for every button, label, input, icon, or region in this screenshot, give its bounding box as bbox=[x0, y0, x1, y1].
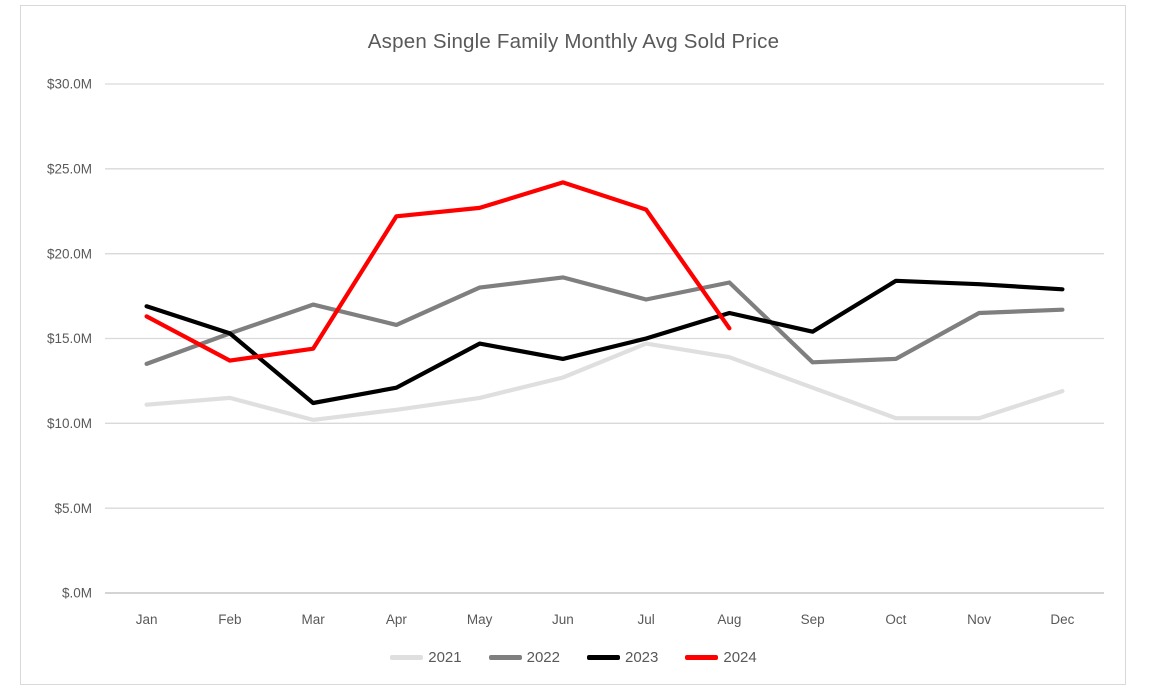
x-tick-label: Jun bbox=[552, 612, 574, 627]
x-tick-label: May bbox=[467, 612, 493, 627]
legend-label-2022: 2022 bbox=[526, 649, 560, 666]
chart-border bbox=[20, 5, 1126, 685]
legend-label-2024: 2024 bbox=[723, 649, 757, 666]
y-tick-label: $.0M bbox=[62, 586, 92, 601]
legend-swatch-2021 bbox=[390, 655, 424, 660]
y-tick-label: $10.0M bbox=[47, 416, 92, 431]
x-tick-label: Mar bbox=[301, 612, 325, 627]
legend-label-2021: 2021 bbox=[428, 649, 462, 666]
chart-title: Aspen Single Family Monthly Avg Sold Pri… bbox=[367, 30, 780, 53]
legend-swatch-2022 bbox=[488, 655, 522, 660]
x-tick-label: Aug bbox=[717, 612, 741, 627]
legend-swatch-2023 bbox=[587, 655, 620, 660]
x-tick-label: Feb bbox=[218, 612, 241, 627]
y-tick-label: $20.0M bbox=[47, 246, 92, 261]
y-tick-label: $5.0M bbox=[54, 501, 92, 516]
legend-item-2021: 2021 bbox=[390, 649, 462, 666]
x-tick-label: Apr bbox=[386, 612, 408, 627]
legend-item-2022: 2022 bbox=[488, 649, 560, 666]
x-tick-label: Jan bbox=[136, 612, 158, 627]
series-line-2021 bbox=[144, 341, 1065, 422]
x-tick-label: Sep bbox=[801, 612, 825, 627]
legend-item-2024: 2024 bbox=[685, 649, 757, 666]
x-tick-label: Dec bbox=[1050, 612, 1074, 627]
legend-item-2023: 2023 bbox=[587, 649, 658, 666]
series-line-2023 bbox=[144, 278, 1065, 406]
y-tick-label: $25.0M bbox=[47, 162, 92, 177]
y-tick-label: $30.0M bbox=[47, 77, 92, 92]
series-line-2022 bbox=[144, 275, 1065, 366]
legend-swatch-2024 bbox=[685, 655, 719, 660]
y-tick-label: $15.0M bbox=[47, 331, 92, 346]
x-tick-label: Nov bbox=[967, 612, 991, 627]
legend-label-2023: 2023 bbox=[625, 649, 659, 666]
chart-legend: 2021 2022 2023 2024 bbox=[20, 649, 1127, 666]
series-line-2024 bbox=[144, 180, 732, 363]
x-tick-label: Jul bbox=[637, 612, 654, 627]
x-tick-label: Oct bbox=[885, 612, 906, 627]
